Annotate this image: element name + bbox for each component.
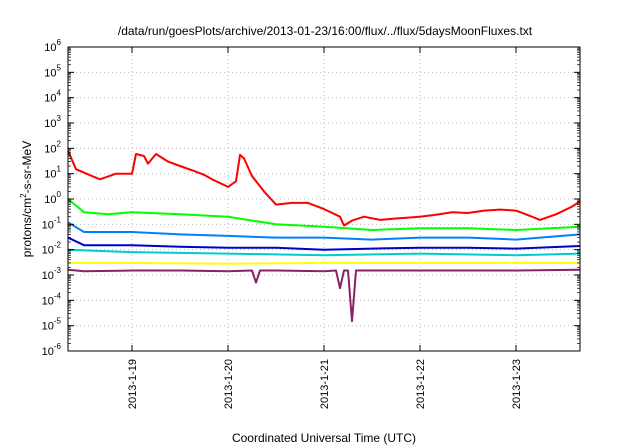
x-tick-label: 2013-1-21 — [319, 359, 331, 409]
series-layer — [67, 150, 581, 323]
y-tick-label: 106 — [44, 38, 61, 54]
grid — [68, 47, 580, 351]
series-line-1 — [67, 150, 581, 227]
series-line-3 — [67, 221, 581, 241]
y-tick-label: 10-1 — [42, 215, 62, 231]
y-tick-label: 101 — [44, 165, 61, 181]
series-line-2 — [67, 198, 581, 231]
x-tick-label: 2013-1-19 — [127, 359, 139, 409]
chart-title: /data/run/goesPlots/archive/2013-01-23/1… — [118, 24, 533, 38]
y-tick-label: 103 — [44, 114, 61, 130]
x-tick-label: 2013-1-23 — [511, 359, 523, 409]
y-tick-label: 10-2 — [42, 241, 62, 257]
x-axis-label: Coordinated Universal Time (UTC) — [232, 431, 416, 445]
series-line-5 — [67, 248, 581, 257]
series-line-7 — [67, 268, 581, 323]
x-tick-label: 2013-1-22 — [415, 359, 427, 409]
y-tick-label: 10-5 — [42, 317, 62, 333]
y-tick-label: 10-4 — [42, 291, 62, 307]
y-tick-label: 10-6 — [42, 342, 62, 358]
y-tick-label: 10-3 — [42, 266, 62, 282]
y-tick-label: 100 — [44, 190, 61, 206]
series-line-6 — [68, 261, 580, 265]
y-axis-label: protons/cm2-s-sr-MeV — [19, 141, 34, 257]
y-tick-label: 104 — [44, 89, 61, 105]
series-line-4 — [67, 236, 581, 251]
y-tick-label: 105 — [44, 63, 61, 79]
x-tick-label: 2013-1-20 — [223, 359, 235, 409]
y-tick-label: 102 — [44, 139, 61, 155]
axes: 10-6 10-5 10-4 10-3 10-2 10-1 100 101 102 103 104 1… — [42, 38, 580, 409]
